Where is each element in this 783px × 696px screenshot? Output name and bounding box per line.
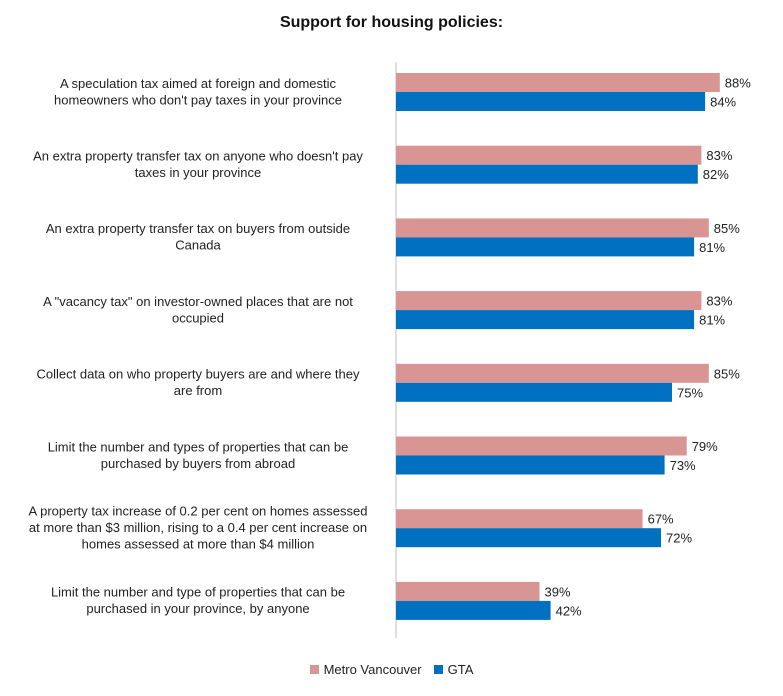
category-label-line: Collect data on who property buyers are … bbox=[36, 367, 360, 382]
category-label-line: homeowners who don't pay taxes in your p… bbox=[54, 92, 342, 107]
data-label: 88% bbox=[725, 76, 751, 91]
category-label-line: A property tax increase of 0.2 per cent … bbox=[29, 504, 368, 519]
category-label-line: Limit the number and type of properties … bbox=[51, 585, 345, 600]
legend-swatch bbox=[433, 665, 443, 674]
data-label: 72% bbox=[666, 531, 692, 546]
bar-metro-vancouver bbox=[396, 218, 709, 238]
data-label: 42% bbox=[556, 603, 582, 618]
data-label: 73% bbox=[670, 458, 696, 473]
bar-gta bbox=[396, 600, 551, 620]
legend-item: Metro Vancouver bbox=[309, 662, 422, 677]
category-label: Collect data on who property buyers are … bbox=[36, 367, 360, 399]
category-label-line: at more than $3 million, rising to a 0.4… bbox=[29, 520, 367, 535]
legend: Metro Vancouver GTA bbox=[0, 662, 783, 677]
category-label-line: An extra property transfer tax on buyers… bbox=[46, 221, 350, 236]
category-label: An extra property transfer tax on buyers… bbox=[46, 221, 350, 253]
legend-label: Metro Vancouver bbox=[323, 662, 422, 677]
bar-gta bbox=[396, 382, 672, 402]
category-label-line: are from bbox=[174, 383, 222, 398]
category-label: An extra property transfer tax on anyone… bbox=[33, 148, 363, 180]
bar-metro-vancouver bbox=[396, 73, 720, 92]
category-label: Limit the number and types of properties… bbox=[48, 439, 349, 471]
bar-gta bbox=[396, 92, 706, 111]
chart-title: Support for housing policies: bbox=[279, 14, 504, 31]
category-label-line: purchased in your province, by anyone bbox=[86, 601, 309, 616]
bar-metro-vancouver bbox=[396, 291, 702, 311]
data-label: 81% bbox=[699, 240, 725, 255]
data-label: 83% bbox=[706, 148, 732, 163]
category-label: Limit the number and type of properties … bbox=[51, 585, 345, 617]
bar-metro-vancouver bbox=[396, 509, 643, 529]
bar-metro-vancouver bbox=[396, 436, 687, 456]
data-label: 81% bbox=[699, 313, 725, 328]
category-label-line: A speculation tax aimed at foreign and d… bbox=[60, 76, 337, 91]
data-label: 79% bbox=[692, 439, 718, 454]
bar-chart: A speculation tax aimed at foreign and d… bbox=[29, 62, 751, 638]
bar-gta bbox=[396, 164, 698, 184]
category-label-line: Limit the number and types of properties… bbox=[48, 439, 349, 454]
category-label-line: taxes in your province bbox=[135, 165, 261, 180]
category-label-line: A "vacancy tax" on investor-owned places… bbox=[43, 294, 353, 309]
legend-item: GTA bbox=[433, 662, 474, 677]
category-label-line: An extra property transfer tax on anyone… bbox=[33, 148, 363, 163]
data-label: 75% bbox=[677, 385, 703, 400]
legend-swatch bbox=[309, 665, 319, 674]
category-label: A property tax increase of 0.2 per cent … bbox=[29, 504, 368, 552]
category-label-line: Canada bbox=[175, 238, 221, 253]
data-label: 67% bbox=[648, 512, 674, 527]
legend-label: GTA bbox=[447, 662, 474, 677]
data-label: 85% bbox=[714, 366, 740, 381]
category-label-line: homes assessed at more than $4 million bbox=[82, 537, 315, 552]
data-label: 82% bbox=[703, 167, 729, 182]
category-label-line: occupied bbox=[172, 310, 224, 325]
bar-gta bbox=[396, 310, 695, 330]
bar-gta bbox=[396, 237, 695, 257]
category-label-line: purchased by buyers from abroad bbox=[101, 456, 295, 471]
category-label: A speculation tax aimed at foreign and d… bbox=[54, 76, 342, 108]
data-label: 85% bbox=[714, 221, 740, 236]
bar-metro-vancouver bbox=[396, 363, 709, 383]
bar-metro-vancouver bbox=[396, 145, 702, 165]
bar-metro-vancouver bbox=[396, 581, 540, 601]
data-label: 83% bbox=[706, 294, 732, 309]
data-label: 84% bbox=[710, 95, 736, 110]
category-label: A "vacancy tax" on investor-owned places… bbox=[43, 294, 353, 326]
bar-gta bbox=[396, 455, 665, 475]
bar-gta bbox=[396, 528, 661, 548]
data-label: 39% bbox=[545, 584, 571, 599]
